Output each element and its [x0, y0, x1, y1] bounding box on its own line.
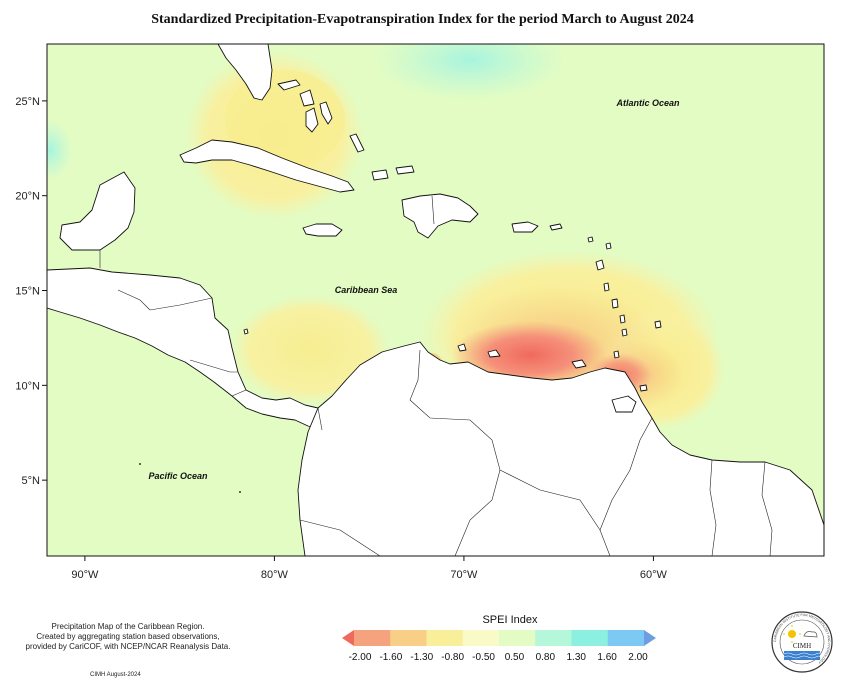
lat-tick-label: 15°N	[15, 286, 40, 298]
legend-tick-label: -1.30	[410, 652, 434, 663]
south-america	[297, 341, 824, 556]
cloud-icon	[803, 631, 818, 638]
legend-tick-label: 1.30	[566, 652, 586, 663]
lat-tick-label: 25°N	[15, 96, 40, 108]
legend-tick-label: -0.80	[441, 652, 465, 663]
land-masses	[47, 44, 824, 556]
legend-swatch-min	[342, 630, 354, 646]
wet-zone-north-atlantic	[375, 44, 565, 100]
turks-caicos	[395, 165, 415, 175]
jamaica	[302, 223, 343, 237]
trinidad	[611, 395, 637, 413]
great-inagua	[371, 169, 389, 181]
malpelo-island	[239, 491, 241, 493]
cocos-island	[139, 463, 141, 465]
san-andres	[243, 328, 249, 335]
long-island	[349, 133, 365, 153]
border-suriname-guiana	[761, 461, 773, 556]
guadeloupe	[595, 259, 605, 271]
border-nicaragua-costarica	[189, 359, 238, 373]
map-frame	[46, 43, 825, 557]
cuba	[179, 139, 355, 193]
legend-swatch	[462, 630, 500, 646]
legend-swatch	[390, 630, 427, 646]
legend-ticks: -2.00 -1.60 -1.30 -0.80 -0.50 0.50 0.80 1.30 1.6…	[340, 652, 648, 666]
legend-tick-label: -2.00	[348, 652, 372, 663]
water-icon	[784, 651, 820, 660]
footnote-line-2: Created by aggregating station based obs…	[36, 632, 220, 641]
atlantic-ocean-label: Atlantic Ocean	[615, 98, 680, 108]
border-colombia-ecuador	[299, 519, 381, 556]
legend-swatch	[426, 630, 464, 646]
lon-tick-label: 60°W	[640, 569, 668, 581]
lat-tick-label: 10°N	[15, 380, 40, 392]
abaco	[299, 89, 315, 107]
margarita	[571, 359, 587, 369]
legend-tick-label: -1.60	[379, 652, 403, 663]
border-honduras-nicaragua	[149, 297, 213, 311]
legend-tick-label: 0.80	[535, 652, 556, 663]
legend-tick-label: -0.50	[472, 652, 495, 663]
border-venezuela-brazil	[499, 469, 601, 531]
legend-swatch	[535, 630, 572, 646]
country-borders	[80, 195, 773, 556]
border-costarica-panama	[231, 389, 247, 397]
credit-text: CIMH August-2024	[90, 672, 141, 678]
curacao	[487, 349, 501, 358]
footnote-line-1: Precipitation Map of the Caribbean Regio…	[51, 622, 205, 631]
grand-bahama	[277, 79, 301, 91]
lon-tick-label: 80°W	[261, 569, 289, 581]
border-mexico-guatemala	[80, 249, 101, 268]
dominica	[603, 282, 610, 292]
florida-peninsula	[217, 44, 273, 101]
logo-text: CIMH	[793, 642, 811, 650]
legend-tick-label: 1.60	[597, 652, 617, 663]
grenada	[613, 350, 620, 359]
border-colombia-venezuela	[409, 349, 501, 556]
legend-swatch	[354, 630, 391, 646]
puerto-rico	[511, 221, 539, 233]
st-vincent	[621, 328, 628, 337]
border-guatemala-honduras	[117, 289, 151, 311]
andros	[305, 107, 319, 133]
hispaniola	[401, 193, 479, 239]
lon-tick-label: 90°W	[71, 569, 99, 581]
border-panama-colombia	[317, 407, 323, 431]
caribbean-sea-label: Caribbean Sea	[335, 285, 398, 295]
legend-swatch-max	[644, 630, 656, 646]
virgin-islands	[549, 223, 563, 231]
longitude-axis: 90°W 80°W 70°W 60°W	[71, 556, 668, 581]
st-kitts	[587, 236, 594, 243]
tobago	[639, 384, 648, 392]
antigua	[605, 242, 612, 250]
st-lucia	[619, 314, 626, 324]
aruba	[457, 343, 467, 352]
eleuthera	[319, 101, 333, 125]
sun-icon	[788, 630, 796, 638]
pacific-ocean-label: Pacific Ocean	[148, 471, 208, 481]
legend-colorbar	[342, 630, 656, 646]
martinique	[611, 298, 619, 309]
map-title: Standardized Precipitation-Evapotranspir…	[151, 12, 694, 27]
border-haiti-dr	[431, 195, 435, 225]
lat-tick-label: 5°N	[22, 475, 41, 487]
footnote-line-3: provided by CariCOF, with NCEP/NCAR Rean…	[25, 642, 231, 651]
legend-tick-label: 2.00	[628, 652, 648, 663]
cimh-logo: CIMH CARIBBEAN INSTITUTE FOR METEOROLOGY…	[771, 611, 833, 673]
latitude-axis: 25°N 20°N 15°N 10°N 5°N	[15, 96, 47, 487]
legend-swatch	[607, 630, 645, 646]
wet-zone-gulf	[47, 120, 72, 180]
footnote: Precipitation Map of the Caribbean Regio…	[8, 622, 248, 652]
lat-tick-label: 20°N	[15, 191, 40, 203]
legend-swatch	[499, 630, 536, 646]
lon-tick-label: 70°W	[450, 569, 478, 581]
border-guyana-suriname	[709, 459, 717, 556]
legend-title: SPEI Index	[482, 614, 538, 626]
legend-swatch	[571, 630, 609, 646]
border-venezuela-guyana	[599, 417, 653, 556]
legend-tick-label: 0.50	[504, 652, 525, 663]
barbados	[654, 320, 662, 329]
